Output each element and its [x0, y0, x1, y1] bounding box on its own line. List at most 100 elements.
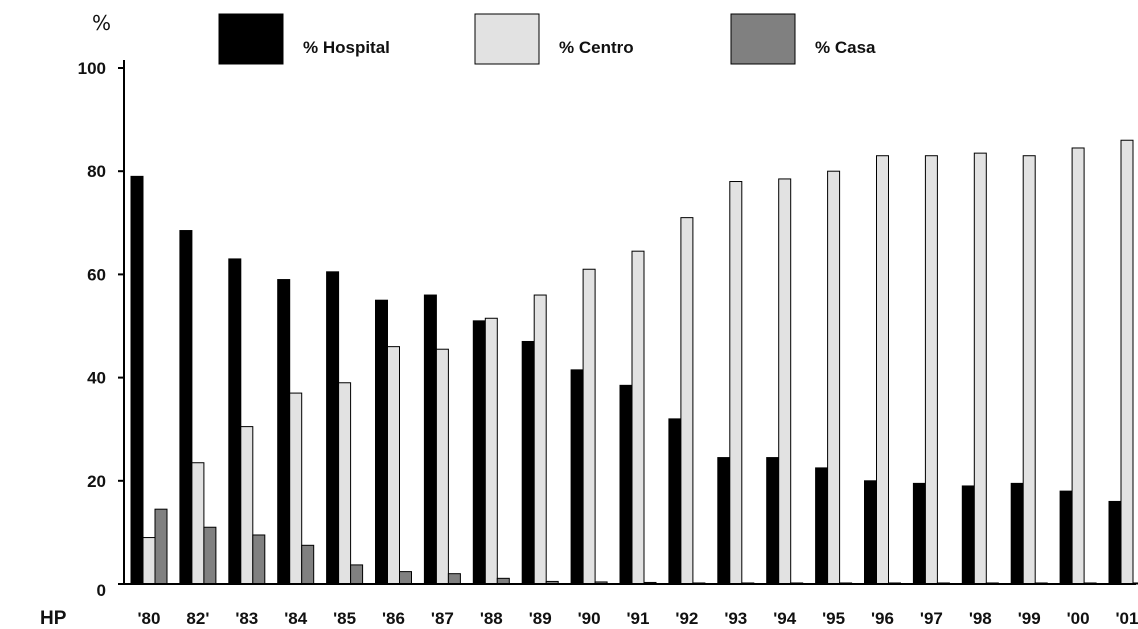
x-tick-label: '91	[627, 609, 650, 628]
bar	[228, 258, 242, 585]
y-tick-label: 20	[87, 472, 106, 491]
bar-group	[326, 271, 364, 585]
x-tick-label: '92	[675, 609, 698, 628]
bar	[533, 294, 547, 585]
bar-group	[521, 294, 559, 585]
bar-group	[277, 279, 315, 585]
corner-label: HP	[40, 608, 67, 629]
bar	[154, 508, 168, 585]
bar-group	[375, 299, 412, 585]
bar	[1059, 490, 1073, 585]
bar-group	[179, 230, 217, 585]
x-tick-label: '96	[871, 609, 894, 628]
bar-group	[766, 178, 804, 585]
bar	[142, 537, 156, 585]
bar	[521, 340, 535, 585]
x-axis: '80 82' '83 '84 '85 '86 '87 '88 '89 '90 '91 '92 '93 '…	[124, 583, 1138, 628]
x-tick-label: '84	[284, 609, 307, 628]
y-tick-label: 40	[87, 369, 106, 388]
legend: % Hospital % Centro % Casa	[218, 13, 876, 65]
bar	[631, 250, 645, 585]
bar-group	[1010, 155, 1048, 585]
bar-group	[912, 155, 950, 585]
x-tick-label: '86	[382, 609, 405, 628]
bar	[570, 369, 584, 585]
bars	[130, 139, 1138, 585]
x-tick-label: '87	[431, 609, 454, 628]
bar	[1010, 482, 1024, 585]
bar	[1022, 155, 1036, 585]
bar-group	[619, 250, 657, 585]
bar-group	[717, 181, 755, 585]
bar	[619, 384, 633, 585]
bar	[582, 268, 596, 585]
bar	[827, 170, 841, 585]
bar	[399, 571, 412, 585]
x-tick-label: '98	[969, 609, 992, 628]
bar-group	[1108, 139, 1138, 585]
x-tick-label: '88	[480, 609, 503, 628]
bar-group	[864, 155, 901, 585]
x-tick-label: '94	[773, 609, 796, 628]
bar	[484, 317, 498, 585]
bar	[338, 382, 352, 585]
x-tick-label: '95	[822, 609, 845, 628]
bar-group	[815, 170, 853, 585]
y-axis: 0 20 40 60 80 100	[78, 59, 125, 600]
bar	[1108, 500, 1122, 585]
bar	[973, 152, 987, 585]
x-tick-label: '97	[920, 609, 943, 628]
x-tick-label: '93	[724, 609, 747, 628]
y-tick-label: 0	[97, 581, 106, 600]
bar	[680, 217, 694, 585]
bar	[778, 178, 792, 585]
x-tick-label: '99	[1018, 609, 1041, 628]
bar	[301, 544, 315, 585]
bar	[423, 294, 437, 585]
bar	[289, 392, 303, 585]
bar	[240, 426, 254, 585]
y-tick-label: 80	[87, 162, 106, 181]
bar	[961, 485, 975, 585]
bar	[277, 279, 291, 585]
bar	[815, 467, 829, 585]
legend-item: % Hospital	[218, 13, 390, 65]
legend-label: % Hospital	[303, 38, 390, 57]
bar	[130, 175, 144, 585]
x-tick-label: '90	[578, 609, 601, 628]
y-tick-label: 60	[87, 265, 106, 284]
x-tick-label: '83	[235, 609, 258, 628]
bar-group	[961, 152, 999, 585]
bar	[252, 534, 266, 585]
legend-label: % Casa	[815, 38, 876, 57]
bar	[876, 155, 889, 585]
bar-group	[130, 175, 168, 585]
bar	[912, 482, 926, 585]
bar	[179, 230, 193, 585]
legend-swatch	[474, 13, 540, 65]
bar	[472, 320, 486, 585]
y-unit-label: %	[92, 11, 111, 35]
legend-swatch	[218, 13, 284, 65]
bar-group	[570, 268, 608, 585]
bar-group	[423, 294, 461, 585]
bar	[375, 299, 388, 585]
x-tick-label: '00	[1067, 609, 1090, 628]
bar	[203, 526, 217, 585]
bar	[1071, 147, 1085, 585]
legend-label: % Centro	[559, 38, 634, 57]
x-tick-label: '01	[1116, 609, 1138, 628]
legend-swatch	[730, 13, 796, 65]
legend-item: % Centro	[474, 13, 634, 65]
bar-group	[228, 258, 266, 585]
bar-group	[472, 317, 510, 585]
bar	[729, 181, 743, 585]
x-tick-label: 82'	[186, 609, 209, 628]
bar-group	[668, 217, 706, 585]
bar	[766, 457, 780, 585]
bar	[326, 271, 340, 585]
x-tick-label: '80	[138, 609, 161, 628]
bar	[864, 480, 877, 585]
x-tick-label: '85	[333, 609, 356, 628]
